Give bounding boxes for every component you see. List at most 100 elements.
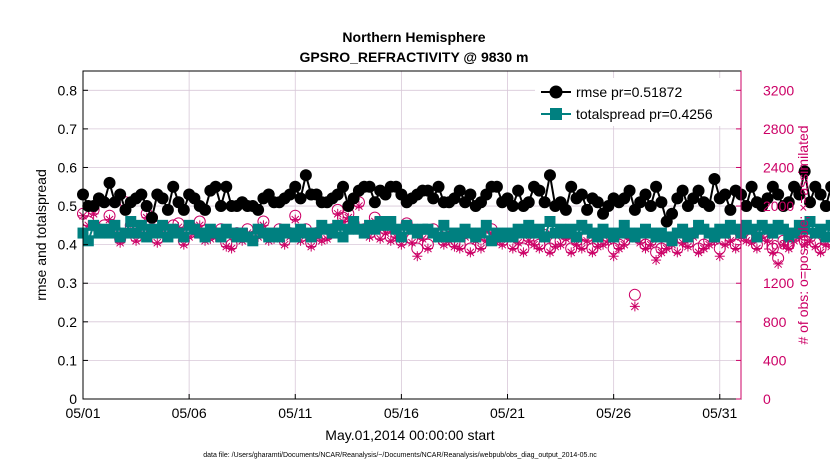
asterisk-stroke (418, 234, 427, 243)
x-tick-label: 05/06 (172, 405, 207, 421)
asterisk-stroke (222, 242, 231, 251)
rmse-point (368, 196, 381, 209)
totalspread-point (310, 227, 322, 239)
obs-assimilated-point (353, 201, 364, 212)
totalspread-point (135, 219, 147, 231)
asterisk-stroke (721, 240, 730, 249)
rmse-point (581, 203, 594, 216)
asterisk-stroke (280, 240, 289, 249)
asterisk-stroke (699, 244, 708, 253)
rmse-point (745, 180, 758, 193)
rmse-point (798, 165, 811, 178)
rmse-point (98, 196, 111, 209)
rmse-point (708, 173, 721, 186)
totalspread-point (571, 231, 582, 243)
obs-assimilated-point (290, 214, 301, 225)
totalspread-point (815, 223, 827, 235)
obs-assimilated-point (826, 242, 830, 251)
obs-assimilated-point (672, 247, 683, 258)
totalspread-point (289, 231, 301, 243)
totalspread-point (369, 223, 381, 235)
rmse-point (453, 184, 466, 197)
legend-rmse-marker (549, 85, 563, 99)
totalspread-point (592, 231, 604, 243)
totalspread-point (141, 231, 153, 243)
asterisk-stroke (641, 244, 650, 253)
asterisk-stroke (307, 242, 316, 251)
asterisk-stroke (519, 248, 528, 257)
rmse-point (575, 188, 588, 201)
y2-tick-label: 3200 (763, 82, 794, 98)
rmse-point (522, 196, 535, 209)
y2-tick-label: 800 (763, 314, 787, 330)
rmse-point (565, 180, 578, 193)
obs-assimilated-point (698, 243, 709, 254)
totalspread-point (82, 235, 94, 247)
rmse-point (639, 188, 652, 201)
totalspread-point (247, 235, 259, 247)
rmse-point (464, 188, 477, 201)
y-tick-label: 0.5 (58, 198, 78, 214)
asterisk-stroke (153, 238, 162, 247)
obs-assimilated-point (465, 247, 476, 258)
rmse-point (533, 184, 546, 197)
totalspread-point (777, 223, 789, 235)
rmse-point (825, 180, 830, 193)
plot-data (77, 165, 830, 312)
asterisk-stroke (477, 244, 485, 253)
asterisk-stroke (291, 215, 300, 224)
totalspread-point (486, 235, 498, 247)
obs-assimilated-point (306, 241, 317, 252)
totalspread-point (157, 219, 169, 231)
asterisk-stroke (726, 236, 735, 245)
x-axis-label: May.01,2014 00:00:00 start (325, 427, 495, 443)
rmse-point (506, 200, 519, 213)
obs-assimilated-point (375, 233, 386, 244)
y-tick-label: 0.6 (58, 159, 78, 175)
asterisk-stroke (530, 240, 539, 249)
obs-assimilated-point (608, 251, 619, 262)
asterisk-stroke (413, 252, 422, 261)
totalspread-point (618, 219, 630, 231)
asterisk-stroke (715, 252, 724, 261)
rmse-point (167, 180, 180, 193)
totalspread-point (125, 215, 137, 227)
totalspread-point (88, 219, 100, 231)
y-tick-label: 0.2 (58, 314, 78, 330)
totalspread-point (385, 215, 397, 227)
asterisk-stroke (731, 244, 740, 253)
y-tick-label: 0 (69, 391, 77, 407)
rmse-point (724, 203, 737, 216)
obs-assimilated-point (475, 243, 486, 254)
x-tick-label: 05/01 (65, 405, 100, 421)
legend-box (535, 78, 733, 126)
asterisk-stroke (784, 244, 793, 253)
obs-assimilated-point (385, 235, 396, 246)
totalspread-point (799, 223, 811, 235)
rmse-point (432, 180, 445, 193)
totalspread-point (337, 231, 349, 243)
totalspread-point (199, 231, 211, 243)
rmse-point (676, 184, 689, 197)
y-tick-label: 0.7 (58, 121, 78, 137)
totalspread-point (130, 227, 142, 239)
obs-assimilated-point (412, 251, 423, 262)
asterisk-stroke (657, 248, 666, 257)
obs-assimilated-point (730, 243, 741, 254)
obs-assimilated-point (518, 247, 529, 258)
asterisk-stroke (450, 242, 459, 251)
x-tick-label: 05/21 (490, 405, 525, 421)
totalspread-point (454, 231, 466, 243)
totalspread-point (751, 231, 763, 243)
totalspread-point (109, 219, 121, 231)
totalspread-point (825, 219, 830, 231)
asterisk-stroke (816, 248, 825, 257)
y2-tick-label: 2400 (763, 159, 794, 175)
asterisk-stroke (811, 242, 820, 251)
asterisk-stroke (827, 247, 830, 251)
totalspread-point (332, 219, 344, 231)
totalspread-point (348, 215, 360, 227)
x-tick-label: 05/31 (702, 405, 737, 421)
asterisk-stroke (652, 256, 661, 265)
rmse-point (252, 203, 265, 216)
